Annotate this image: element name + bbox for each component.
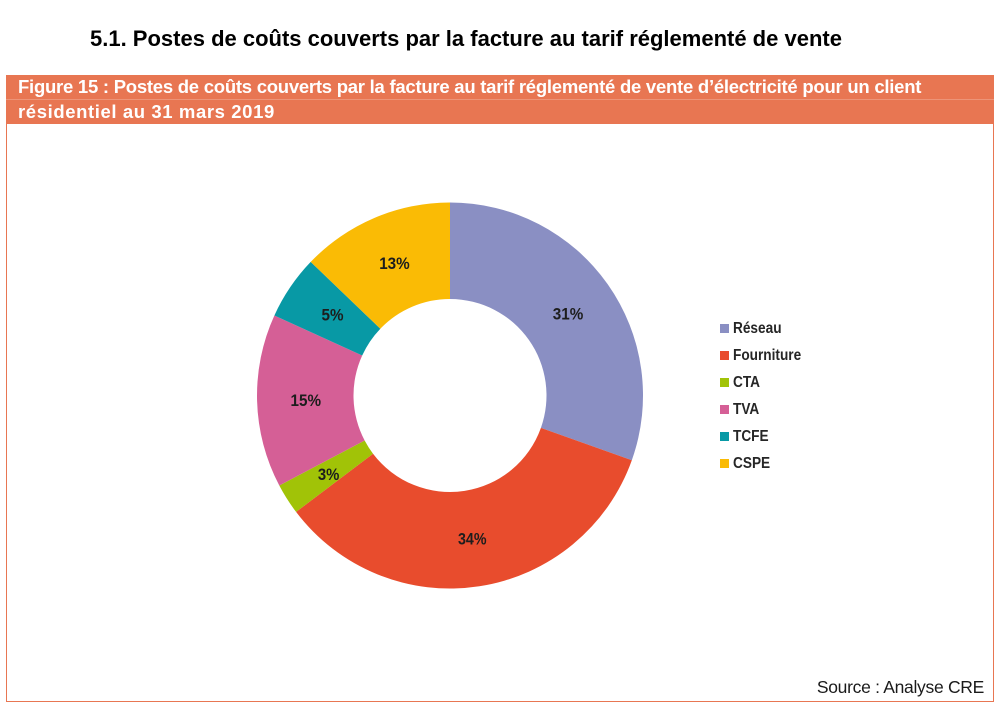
svg-text:13%: 13%: [379, 254, 410, 273]
svg-text:5%: 5%: [322, 306, 344, 325]
svg-text:34%: 34%: [458, 530, 487, 549]
svg-text:15%: 15%: [291, 391, 322, 410]
svg-text:3%: 3%: [318, 465, 340, 484]
svg-text:31%: 31%: [553, 304, 584, 323]
